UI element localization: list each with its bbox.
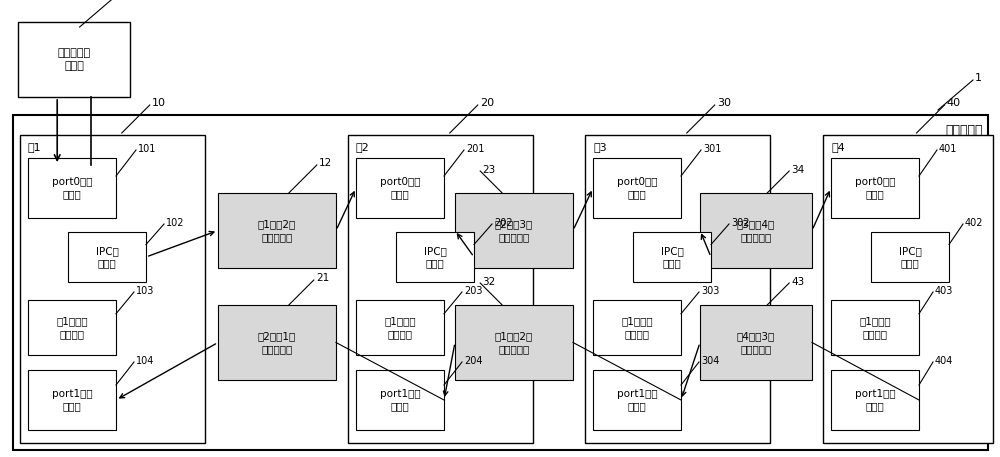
Bar xyxy=(28,300,116,355)
Bar xyxy=(28,370,116,430)
Text: 402: 402 xyxy=(965,218,984,228)
Text: 杨3到杨4的
共享内存区: 杨3到杨4的 共享内存区 xyxy=(737,219,775,242)
Text: 20: 20 xyxy=(480,98,494,108)
Text: 杨2到杨1的
共享内存区: 杨2到杨1的 共享内存区 xyxy=(258,331,296,354)
Bar xyxy=(356,300,444,355)
Text: 203: 203 xyxy=(464,286,482,296)
Text: 34: 34 xyxy=(791,165,804,175)
Bar xyxy=(356,158,444,218)
Text: 101: 101 xyxy=(138,144,156,154)
Text: port1收发
缓存区: port1收发 缓存区 xyxy=(617,389,657,411)
Text: 多核处理器: 多核处理器 xyxy=(946,124,983,138)
Text: IPC中
断模块: IPC中 断模块 xyxy=(661,246,683,268)
Bar xyxy=(396,232,474,282)
Text: 301: 301 xyxy=(703,144,721,154)
Text: 核4: 核4 xyxy=(831,142,845,152)
Text: IPC中
断模块: IPC中 断模块 xyxy=(96,246,118,268)
Bar xyxy=(585,135,770,443)
Text: port0收发
缓存区: port0收发 缓存区 xyxy=(617,177,657,199)
Text: 核1内程序
运行模块: 核1内程序 运行模块 xyxy=(56,316,88,339)
Text: port0收发
缓存区: port0收发 缓存区 xyxy=(380,177,420,199)
Text: 30: 30 xyxy=(717,98,731,108)
Text: 核1内程序
运行模块: 核1内程序 运行模块 xyxy=(859,316,891,339)
Text: 103: 103 xyxy=(136,286,154,296)
Text: 32: 32 xyxy=(482,277,495,287)
Bar xyxy=(593,370,681,430)
Text: port1收发
缓存区: port1收发 缓存区 xyxy=(855,389,895,411)
Bar xyxy=(68,232,146,282)
Bar xyxy=(356,370,444,430)
Text: 201: 201 xyxy=(466,144,484,154)
Text: 304: 304 xyxy=(701,356,719,366)
Bar xyxy=(593,300,681,355)
Text: 401: 401 xyxy=(939,144,957,154)
Bar xyxy=(18,22,130,97)
Text: 43: 43 xyxy=(791,277,804,287)
Text: 核1内程序
运行模块: 核1内程序 运行模块 xyxy=(384,316,416,339)
Bar xyxy=(700,305,812,380)
Text: 杨1到杨2的
共享内存区: 杨1到杨2的 共享内存区 xyxy=(495,331,533,354)
Bar xyxy=(831,300,919,355)
Text: 204: 204 xyxy=(464,356,482,366)
Text: 12: 12 xyxy=(319,158,332,168)
Text: 杨2到杨3的
共享内存区: 杨2到杨3的 共享内存区 xyxy=(495,219,533,242)
Text: 202: 202 xyxy=(494,218,513,228)
Text: 1: 1 xyxy=(975,73,982,83)
Bar xyxy=(218,305,336,380)
Text: 核1内程序
运行模块: 核1内程序 运行模块 xyxy=(621,316,653,339)
Text: port1收发
缓存区: port1收发 缓存区 xyxy=(52,389,92,411)
Text: 杨1到杨2的
共享内存区: 杨1到杨2的 共享内存区 xyxy=(258,219,296,242)
Text: 核1: 核1 xyxy=(28,142,42,152)
Text: 核2: 核2 xyxy=(356,142,370,152)
Text: 302: 302 xyxy=(731,218,750,228)
Text: 21: 21 xyxy=(316,273,329,283)
Text: IPC中
断模块: IPC中 断模块 xyxy=(424,246,446,268)
Text: port0收发
缓存区: port0收发 缓存区 xyxy=(855,177,895,199)
Text: port0收发
缓存区: port0收发 缓存区 xyxy=(52,177,92,199)
Bar xyxy=(593,158,681,218)
Text: 40: 40 xyxy=(946,98,961,108)
Bar xyxy=(823,135,993,443)
Bar xyxy=(831,370,919,430)
Text: 上层应用程
序模块: 上层应用程 序模块 xyxy=(57,48,91,71)
Bar xyxy=(455,305,573,380)
Bar xyxy=(13,115,988,450)
Text: 104: 104 xyxy=(136,356,154,366)
Text: 102: 102 xyxy=(166,218,184,228)
Text: port1收发
缓存区: port1收发 缓存区 xyxy=(380,389,420,411)
Bar xyxy=(700,193,812,268)
Text: 303: 303 xyxy=(701,286,719,296)
Text: 404: 404 xyxy=(935,356,953,366)
Text: 403: 403 xyxy=(935,286,953,296)
Bar xyxy=(871,232,949,282)
Text: IPC中
断模块: IPC中 断模块 xyxy=(899,246,921,268)
Bar xyxy=(348,135,533,443)
Bar xyxy=(831,158,919,218)
Bar xyxy=(218,193,336,268)
Text: 核3: 核3 xyxy=(593,142,607,152)
Bar xyxy=(28,158,116,218)
Text: 23: 23 xyxy=(482,165,495,175)
Bar xyxy=(20,135,205,443)
Text: 杨4到杨3的
共享内存区: 杨4到杨3的 共享内存区 xyxy=(737,331,775,354)
Bar xyxy=(633,232,711,282)
Text: 10: 10 xyxy=(152,98,166,108)
Bar xyxy=(455,193,573,268)
